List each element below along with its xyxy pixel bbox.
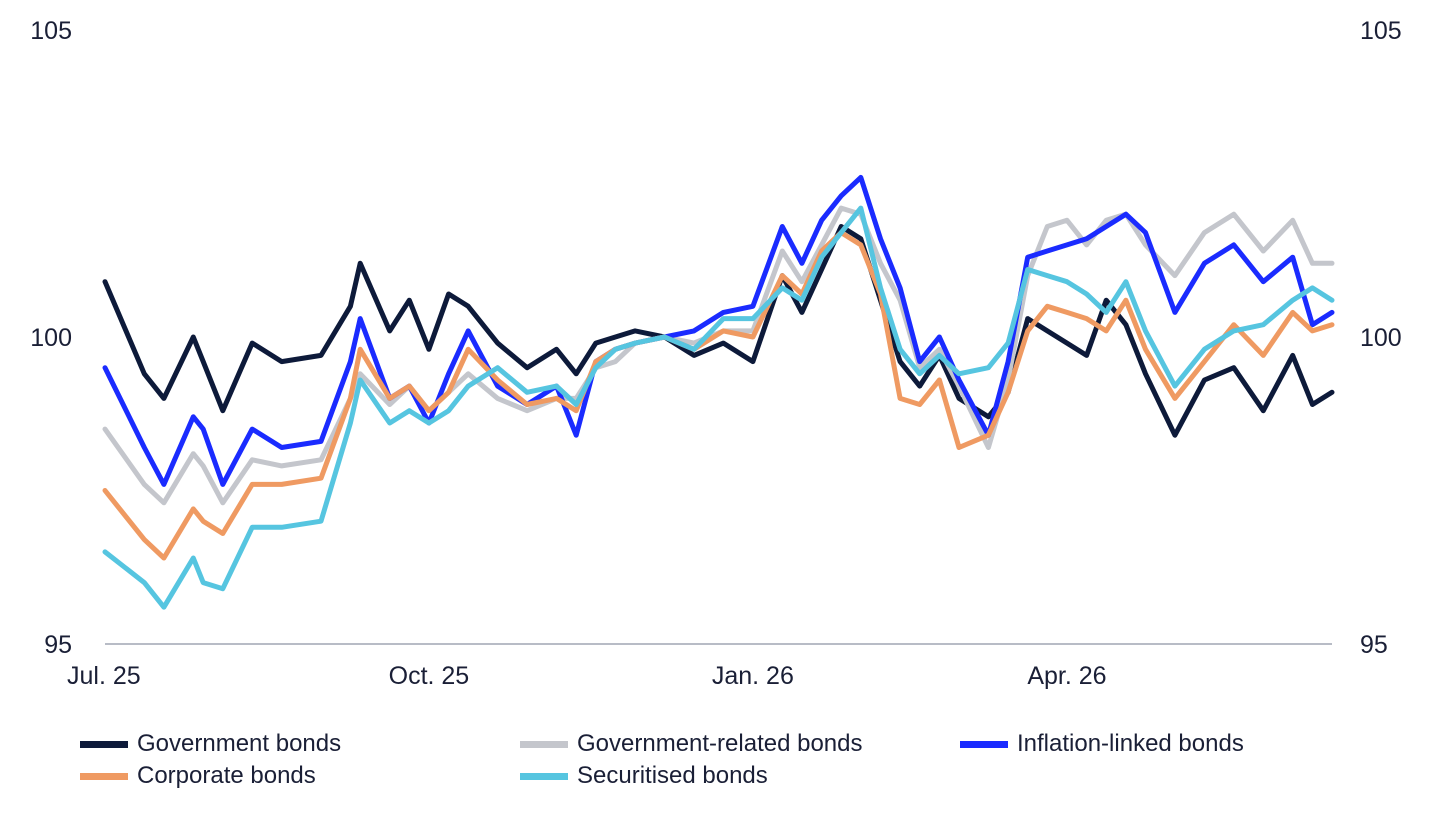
legend: Government bonds Government-related bond… xyxy=(80,728,1380,798)
left-y-axis: 95 100 105 xyxy=(30,17,72,659)
y-tick-label-left: 100 xyxy=(30,324,72,352)
y-tick-label-right: 95 xyxy=(1360,631,1388,659)
legend-swatch xyxy=(80,740,128,748)
series-line-inflation-linked-bonds xyxy=(102,174,1335,487)
legend-label: Corporate bonds xyxy=(137,762,316,789)
legend-item-government-related-bonds: Government-related bonds xyxy=(520,728,863,760)
x-tick-label: Jan. 26 xyxy=(712,662,794,690)
legend-swatch xyxy=(80,772,128,780)
legend-swatch xyxy=(520,772,568,780)
right-y-axis: 95 100 105 xyxy=(1360,17,1402,659)
legend-item-government-bonds: Government bonds xyxy=(80,728,341,760)
x-tick-label: Apr. 26 xyxy=(1027,662,1106,690)
legend-item-inflation-linked-bonds: Inflation-linked bonds xyxy=(960,728,1244,760)
x-tick-label: Oct. 25 xyxy=(389,662,470,690)
legend-label: Government bonds xyxy=(137,730,342,757)
series-line-corporate-bonds xyxy=(102,230,1335,561)
series-lines xyxy=(102,174,1335,610)
legend-swatch xyxy=(520,740,568,748)
y-tick-label-right: 100 xyxy=(1360,324,1402,352)
x-axis: Jul. 25 Oct. 25 Jan. 26 Apr. 26 xyxy=(67,662,1107,690)
series-line-securitised-bonds xyxy=(102,205,1335,610)
legend-swatch xyxy=(960,740,1008,748)
legend-label: Inflation-linked bonds xyxy=(1017,730,1244,757)
y-tick-label-right: 105 xyxy=(1360,17,1402,45)
y-tick-label-left: 105 xyxy=(30,17,72,45)
y-tick-label-left: 95 xyxy=(44,631,72,659)
x-tick-label: Jul. 25 xyxy=(67,662,141,690)
series-line-government-bonds xyxy=(102,224,1335,438)
legend-item-corporate-bonds: Corporate bonds xyxy=(80,760,316,792)
legend-label: Securitised bonds xyxy=(577,762,768,789)
legend-item-securitised-bonds: Securitised bonds xyxy=(520,760,768,792)
legend-label: Government-related bonds xyxy=(577,730,863,757)
